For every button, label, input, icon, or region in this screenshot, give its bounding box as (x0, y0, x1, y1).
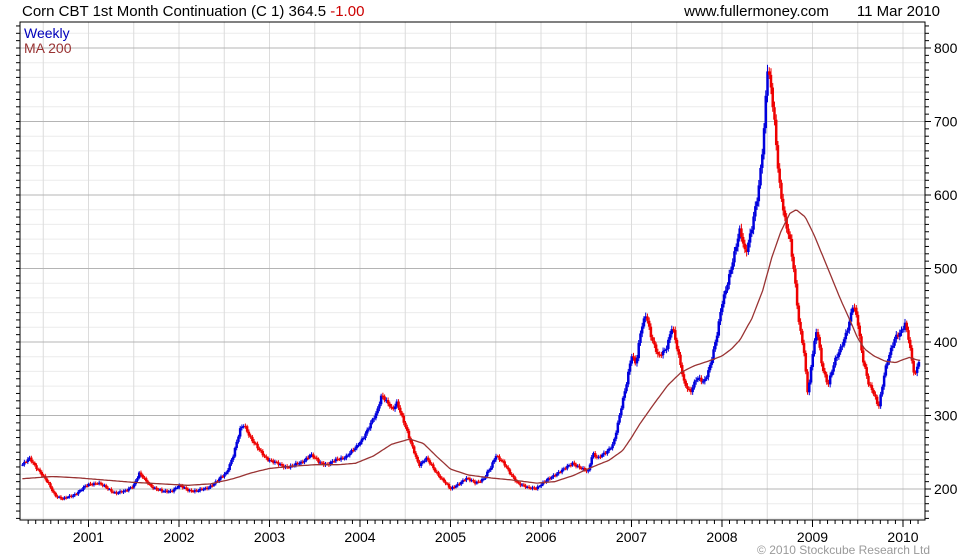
x-tick-label: 2004 (344, 529, 375, 545)
chart-title: Corn CBT 1st Month Continuation (C 1) 36… (22, 3, 364, 20)
ma200-line (22, 209, 921, 486)
x-tick-label: 2002 (163, 529, 194, 545)
x-tick-label: 2010 (887, 529, 918, 545)
website-label: www.fullermoney.com (684, 3, 829, 20)
y-tick-label: 400 (934, 334, 958, 350)
chart-legend: Weekly MA 200 (24, 26, 71, 56)
x-tick-label: 2003 (254, 529, 285, 545)
grid-major (20, 47, 925, 490)
y-tick-label: 800 (934, 40, 958, 56)
chart-title-text: Corn CBT 1st Month Continuation (C 1) 36… (22, 3, 327, 20)
legend-ma200: MA 200 (24, 40, 72, 56)
x-tick-label: 2006 (525, 529, 556, 545)
y-tick-label: 700 (934, 114, 958, 130)
axes (16, 21, 931, 527)
axis-labels: 200 300 400 500 600 700 800 2001 2002 2003 2004 200… (73, 40, 958, 545)
copyright-label: © 2010 Stockcube Research Ltd (757, 543, 930, 557)
y-tick-label: 600 (934, 187, 958, 203)
y-tick-label: 300 (934, 408, 958, 424)
y-tick-label: 500 (934, 261, 958, 277)
x-tick-label: 2005 (435, 529, 466, 545)
x-tick-label: 2001 (73, 529, 104, 545)
legend-weekly: Weekly (24, 25, 70, 41)
grid-vertical (42, 22, 904, 520)
x-tick-label: 2008 (706, 529, 737, 545)
y-tick-label: 200 (934, 481, 958, 497)
header-right: www.fullermoney.com 11 Mar 2010 (684, 3, 940, 20)
x-tick-label: 2009 (797, 529, 828, 545)
date-label: 11 Mar 2010 (856, 3, 940, 20)
x-tick-label: 2007 (616, 529, 647, 545)
price-change: -1.00 (330, 3, 365, 20)
grid-minor (20, 32, 925, 519)
weekly-bars (21, 64, 921, 501)
